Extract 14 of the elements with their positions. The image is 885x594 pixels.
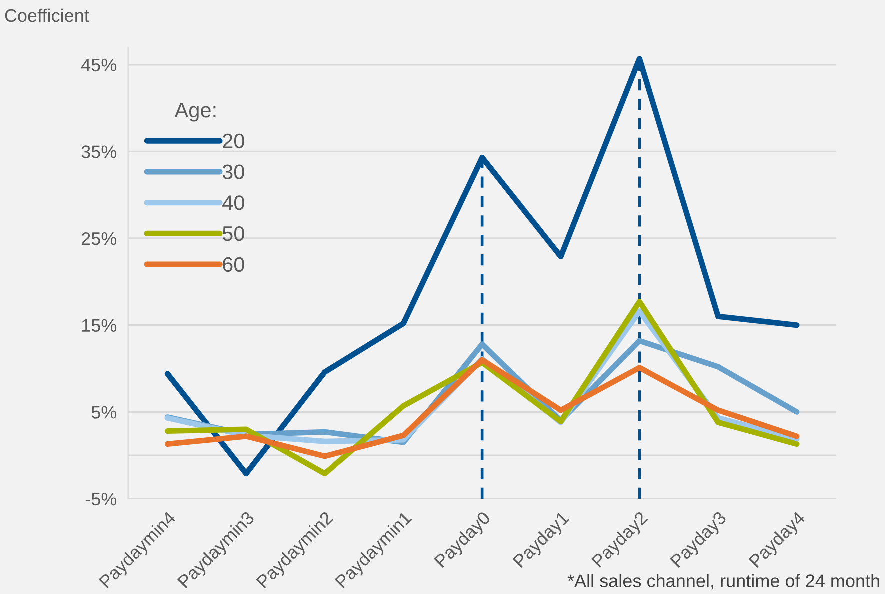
text: *All sales channel, runtime of 24 month bbox=[568, 574, 880, 590]
y-tick-label: -5% bbox=[86, 492, 117, 506]
legend-label: 20 bbox=[223, 134, 244, 149]
y-tick-label: 25% bbox=[82, 232, 117, 246]
legend-label: 50 bbox=[222, 226, 244, 242]
legend-label: 30 bbox=[222, 164, 244, 180]
legend-label: 40 bbox=[222, 196, 244, 210]
y-tick-label: 45% bbox=[81, 58, 117, 72]
legend-label: 60 bbox=[223, 257, 244, 272]
y-axis-title: Coefficient bbox=[5, 8, 90, 22]
y-tick-label: 5% bbox=[92, 406, 117, 419]
legend-title: Age: bbox=[174, 103, 216, 122]
y-tick-label: 35% bbox=[82, 146, 117, 158]
y-tick-label: 15% bbox=[82, 319, 117, 332]
